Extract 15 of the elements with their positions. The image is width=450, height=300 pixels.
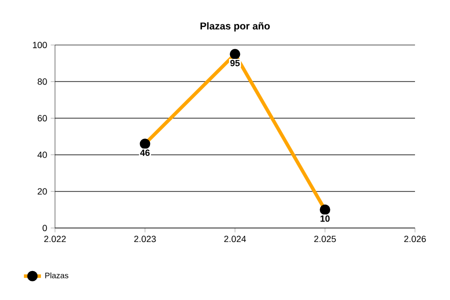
y-tick-label: 100 [32,42,47,48]
x-tick-label: 2.022 [44,236,66,242]
y-tick-label: 20 [38,188,47,195]
x-tick-label: 2.026 [404,236,426,242]
x-tick-label: 2.023 [134,236,156,242]
data-label: 46 [140,150,150,156]
y-tick-label: 60 [38,115,47,122]
chart-title: Plazas por año [200,22,270,32]
data-label: 95 [230,60,240,66]
x-tick-label: 2.024 [224,236,246,242]
y-tick-label: 40 [37,152,47,158]
data-label: 10 [320,215,330,222]
y-tick-label: 80 [38,78,47,85]
x-tick-label: 2.025 [314,236,336,242]
y-tick-label: 0 [42,224,47,232]
